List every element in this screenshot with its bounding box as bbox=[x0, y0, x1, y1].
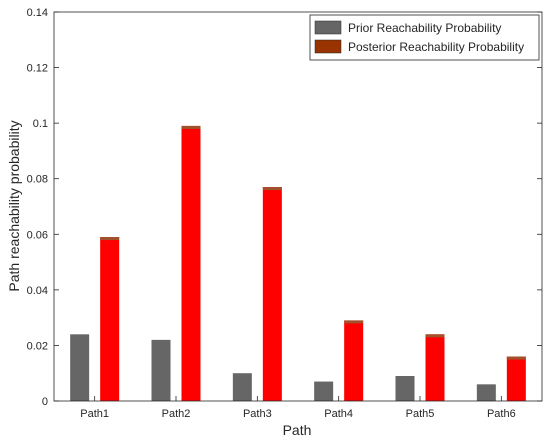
bar-posterior-cap-path3 bbox=[262, 187, 282, 191]
bar-posterior-path2 bbox=[181, 125, 201, 402]
bar-posterior-cap-path6 bbox=[506, 356, 526, 360]
bar-posterior-path1 bbox=[100, 237, 120, 401]
legend: Prior Reachability Probability Posterior… bbox=[309, 14, 540, 61]
bar-posterior-cap-path1 bbox=[100, 237, 120, 241]
legend-box bbox=[309, 14, 540, 61]
y-tick-label: 0.14 bbox=[27, 7, 48, 19]
bar-posterior-path5 bbox=[425, 334, 445, 401]
legend-swatch-prior bbox=[314, 20, 342, 35]
y-tick-label: 0.02 bbox=[27, 340, 48, 352]
x-tick-label: Path1 bbox=[80, 408, 109, 420]
plot-frame bbox=[53, 11, 543, 402]
bar-prior-path2 bbox=[151, 339, 171, 401]
y-tick-label: 0.1 bbox=[33, 118, 48, 130]
bar-prior-path3 bbox=[232, 373, 252, 401]
y-axis: 0 0.02 0.04 0.06 0.08 0.1 0.12 0.14 bbox=[27, 7, 542, 408]
legend-label-posterior: Posterior Reachability Probability bbox=[348, 40, 524, 54]
legend-swatch-posterior bbox=[314, 39, 342, 54]
bar-posterior-path6 bbox=[506, 356, 526, 401]
x-axis-label: Path bbox=[283, 422, 312, 438]
x-tick-label: Path3 bbox=[243, 408, 272, 420]
bar-prior-path1 bbox=[70, 334, 90, 401]
bar-posterior-path3 bbox=[262, 187, 282, 401]
x-tick-label: Path2 bbox=[162, 408, 191, 420]
bars-layer bbox=[70, 125, 526, 402]
y-tick-label: 0.08 bbox=[27, 174, 48, 186]
bar-prior-path6 bbox=[476, 384, 496, 401]
y-tick-label: 0.06 bbox=[27, 229, 48, 241]
bar-posterior-cap-path2 bbox=[181, 125, 201, 129]
bar-prior-path4 bbox=[314, 381, 334, 401]
y-axis-label: Path reachability probability bbox=[6, 120, 22, 291]
y-tick-label: 0 bbox=[42, 396, 48, 408]
y-tick-label: 0.12 bbox=[27, 63, 48, 75]
x-axis: Path1 Path2 Path3 Path4 Path5 Path6 bbox=[80, 396, 516, 420]
y-tick-label: 0.04 bbox=[27, 285, 48, 297]
bar-prior-path5 bbox=[395, 375, 415, 401]
bar-posterior-path4 bbox=[344, 320, 364, 401]
x-tick-label: Path6 bbox=[487, 408, 516, 420]
x-tick-label: Path5 bbox=[406, 408, 435, 420]
x-tick-label: Path4 bbox=[324, 408, 353, 420]
bar-posterior-cap-path5 bbox=[425, 334, 445, 338]
bar-posterior-cap-path4 bbox=[344, 320, 364, 324]
legend-label-prior: Prior Reachability Probability bbox=[348, 21, 501, 35]
